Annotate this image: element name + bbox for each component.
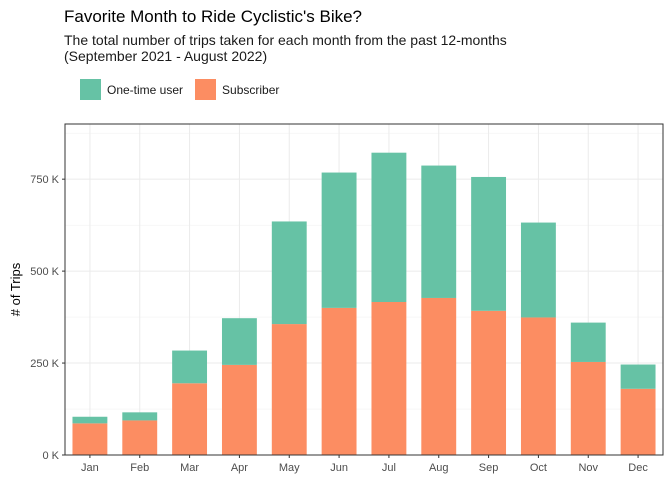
legend-item-one-time-user: One-time user (80, 79, 183, 100)
bar-subscriber (520, 317, 556, 455)
x-tick-label: Jul (382, 462, 396, 474)
x-tick-label: Jan (81, 462, 99, 474)
x-tick-label: Oct (530, 462, 547, 474)
bar-one-time-user (271, 221, 307, 325)
bar-one-time-user (122, 412, 158, 421)
x-tick-label: Nov (578, 462, 598, 474)
y-axis-title: # of Trips (8, 262, 23, 316)
bar-one-time-user (321, 172, 357, 308)
legend-swatch-subscriber (195, 79, 217, 100)
y-tick-label: 250 K (30, 358, 59, 370)
x-tick-label: Sep (479, 462, 499, 474)
bar-subscriber (421, 297, 457, 455)
bar-one-time-user (570, 322, 606, 362)
x-tick-label: May (279, 462, 300, 474)
y-tick-label: 0 K (42, 450, 59, 462)
bar-subscriber (221, 364, 257, 455)
bar-subscriber (471, 310, 507, 455)
x-tick-label: Feb (130, 462, 149, 474)
bar-one-time-user (221, 318, 257, 365)
y-tick-label: 500 K (30, 266, 59, 278)
legend-label-one-time-user: One-time user (107, 82, 184, 97)
plot-panel-border (64, 123, 664, 456)
bar-subscriber (72, 423, 108, 455)
legend-swatch-one-time-user (80, 79, 101, 100)
bar-one-time-user (172, 350, 208, 384)
y-tick-label: 750 K (30, 174, 59, 186)
x-tick-label: Jun (330, 462, 348, 474)
bar-subscriber (321, 307, 357, 455)
x-tick-label: Mar (180, 462, 199, 474)
bar-subscriber (620, 388, 656, 455)
bar-one-time-user (620, 364, 656, 389)
chart-title: Favorite Month to Ride Cyclistic's Bike? (64, 7, 363, 26)
legend: One-time user Subscriber (80, 79, 291, 100)
subtitle-line-2: (September 2021 - August 2022) (64, 48, 268, 64)
bar-one-time-user (421, 165, 457, 298)
bar-one-time-user (471, 176, 507, 311)
bar-subscriber (570, 361, 606, 455)
bar-one-time-user (520, 222, 556, 318)
bar-one-time-user (72, 416, 108, 424)
bar-one-time-user (371, 152, 407, 303)
x-tick-label: Apr (231, 462, 248, 474)
bar-subscriber (371, 302, 407, 455)
subtitle-line-1: The total number of trips taken for each… (64, 32, 507, 48)
legend-label-subscriber: Subscriber (222, 82, 280, 97)
chart-subtitle: The total number of trips taken for each… (64, 32, 507, 64)
legend-item-subscriber: Subscriber (195, 79, 279, 100)
bar-subscriber (122, 420, 158, 455)
bar-subscriber (271, 324, 307, 455)
x-tick-label: Aug (429, 462, 449, 474)
x-tick-label: Dec (628, 462, 648, 474)
bar-subscriber (172, 383, 208, 455)
